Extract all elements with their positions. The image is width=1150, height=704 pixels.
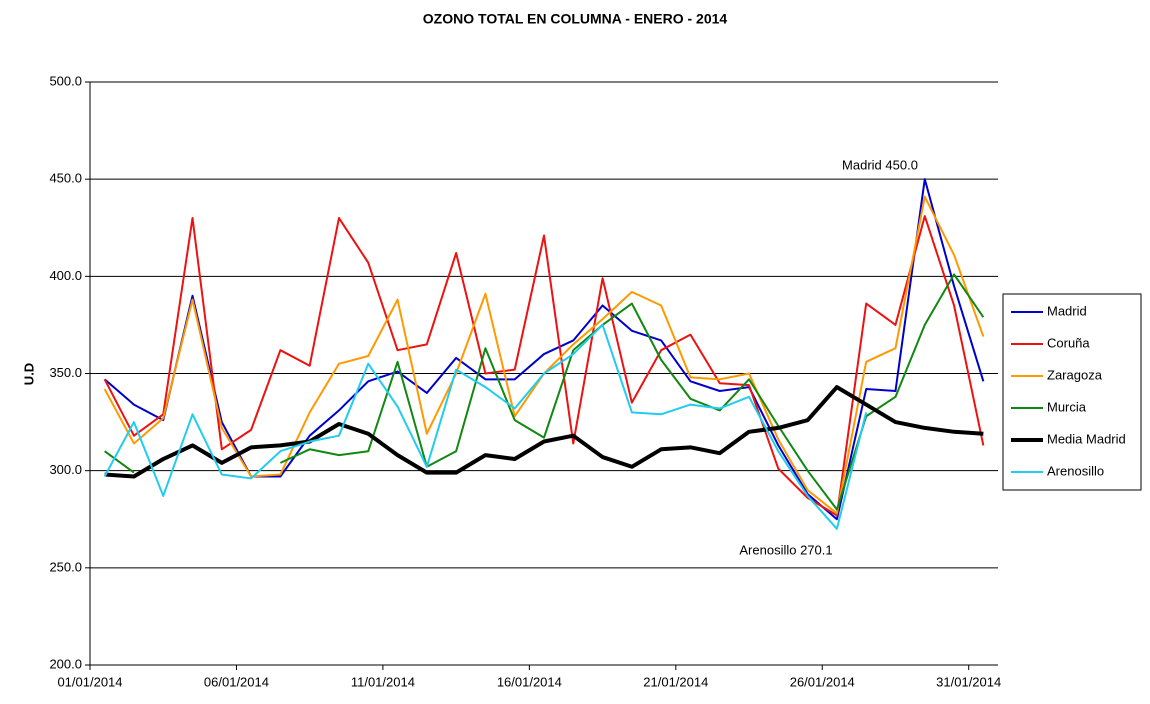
series-line (103, 323, 868, 530)
legend-label: Murcia (1047, 399, 1087, 414)
x-tick-label: 21/01/2014 (643, 674, 708, 689)
y-tick-label: 400.0 (49, 268, 82, 283)
legend-label: Coruña (1047, 335, 1090, 350)
legend-label: Media Madrid (1047, 431, 1126, 446)
x-tick-label: 26/01/2014 (790, 674, 855, 689)
x-tick-label: 11/01/2014 (351, 674, 415, 689)
x-tick-label: 16/01/2014 (497, 674, 562, 689)
y-tick-label: 450.0 (49, 171, 82, 186)
annotation: Madrid 450.0 (842, 157, 918, 172)
y-tick-label: 500.0 (49, 73, 82, 88)
chart-title: OZONO TOTAL EN COLUMNA - ENERO - 2014 (423, 11, 728, 27)
legend-box (1002, 293, 1142, 491)
x-tick-label: 06/01/2014 (204, 674, 269, 689)
x-tick-label: 31/01/2014 (936, 674, 1001, 689)
x-tick-label: 01/01/2014 (57, 674, 122, 689)
y-tick-label: 200.0 (49, 656, 82, 671)
legend-label: Madrid (1047, 303, 1087, 318)
series-line (103, 215, 985, 517)
annotation: Arenosillo 270.1 (739, 542, 832, 557)
y-axis-label: U.D (21, 363, 36, 385)
legend-label: Zaragoza (1047, 367, 1103, 382)
y-tick-label: 350.0 (49, 365, 82, 380)
y-tick-label: 300.0 (49, 462, 82, 477)
y-tick-label: 250.0 (49, 559, 82, 574)
legend-label: Arenosillo (1047, 463, 1104, 478)
series-line (104, 385, 984, 479)
